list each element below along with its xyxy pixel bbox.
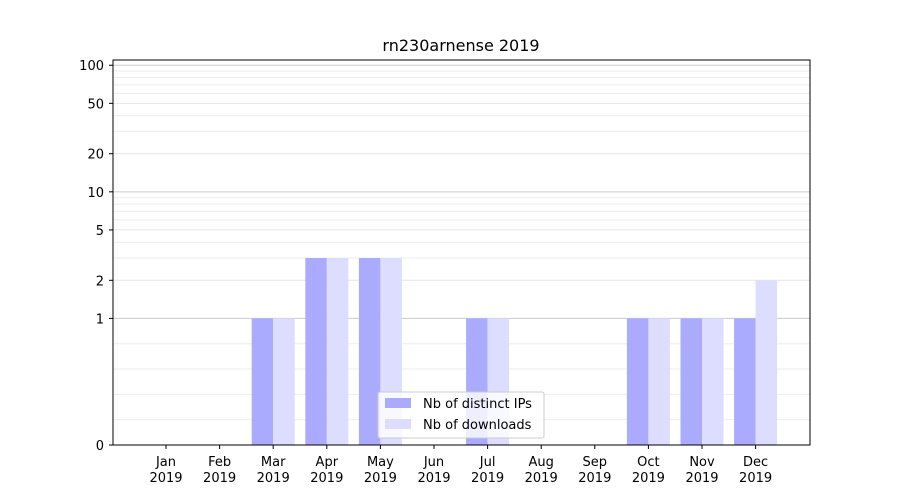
bar — [648, 318, 670, 445]
y-axis: 0 1 2 5 10 20 50 100 — [79, 59, 113, 454]
x-tick-label-month: May — [367, 455, 394, 470]
x-tick-label-year: 2019 — [525, 471, 558, 486]
bar — [326, 258, 349, 445]
x-tick-label-month: Mar — [261, 455, 286, 470]
bar — [251, 318, 274, 445]
x-tick-label-month: Oct — [637, 455, 659, 470]
x-tick-label-month: Sep — [583, 455, 608, 470]
bar — [626, 318, 649, 445]
x-tick-label-year: 2019 — [310, 471, 343, 486]
plot-frame — [112, 59, 811, 446]
y-tick-label: 0 — [96, 439, 104, 454]
x-tick-label-year: 2019 — [149, 471, 182, 486]
grid-layer — [113, 64, 810, 421]
x-tick-label-year: 2019 — [739, 471, 772, 486]
x-tick-label-month: Jul — [479, 455, 496, 470]
x-tick-label-year: 2019 — [417, 471, 450, 486]
bars-layer — [251, 258, 778, 445]
y-tick-label: 100 — [79, 59, 104, 74]
legend-swatch-distinct-ips — [385, 398, 411, 408]
y-tick-label: 10 — [87, 186, 104, 201]
legend-box — [377, 391, 545, 439]
x-tick-label-year: 2019 — [685, 471, 718, 486]
x-tick-label-month: Dec — [743, 455, 768, 470]
x-tick-label-month: Jan — [155, 455, 176, 470]
x-tick-label-month: Feb — [208, 455, 231, 470]
y-tick-label: 1 — [96, 312, 104, 327]
y-tick-label: 50 — [87, 97, 104, 112]
x-tick-label-year: 2019 — [364, 471, 397, 486]
x-tick-label-year: 2019 — [257, 471, 290, 486]
x-tick-label-month: Aug — [529, 455, 554, 470]
y-tick-label: 5 — [96, 224, 104, 239]
bar — [755, 280, 778, 445]
bar — [273, 318, 295, 445]
y-tick-label: 2 — [96, 274, 104, 289]
x-tick-label-month: Nov — [689, 455, 715, 470]
x-tick-label-year: 2019 — [471, 471, 504, 486]
bar — [305, 258, 327, 445]
legend-swatch-downloads — [385, 419, 411, 429]
legend-label-downloads: Nb of downloads — [423, 418, 532, 433]
bar — [734, 318, 756, 445]
chart-title: rn230arnense 2019 — [382, 36, 539, 55]
y-tick-label: 20 — [87, 148, 104, 163]
bar — [358, 258, 381, 445]
x-tick-label-month: Jun — [423, 455, 444, 470]
x-tick-label-year: 2019 — [203, 471, 236, 486]
legend-label-distinct-ips: Nb of distinct IPs — [423, 397, 532, 412]
x-tick-label-year: 2019 — [578, 471, 611, 486]
x-axis: Jan2019Feb2019Mar2019Apr2019May2019Jun20… — [149, 445, 772, 486]
x-tick-label-month: Apr — [316, 455, 339, 470]
legend: Nb of distinct IPs Nb of downloads — [377, 391, 545, 439]
x-tick-label-year: 2019 — [632, 471, 665, 486]
bar — [702, 318, 724, 445]
bar — [680, 318, 702, 445]
